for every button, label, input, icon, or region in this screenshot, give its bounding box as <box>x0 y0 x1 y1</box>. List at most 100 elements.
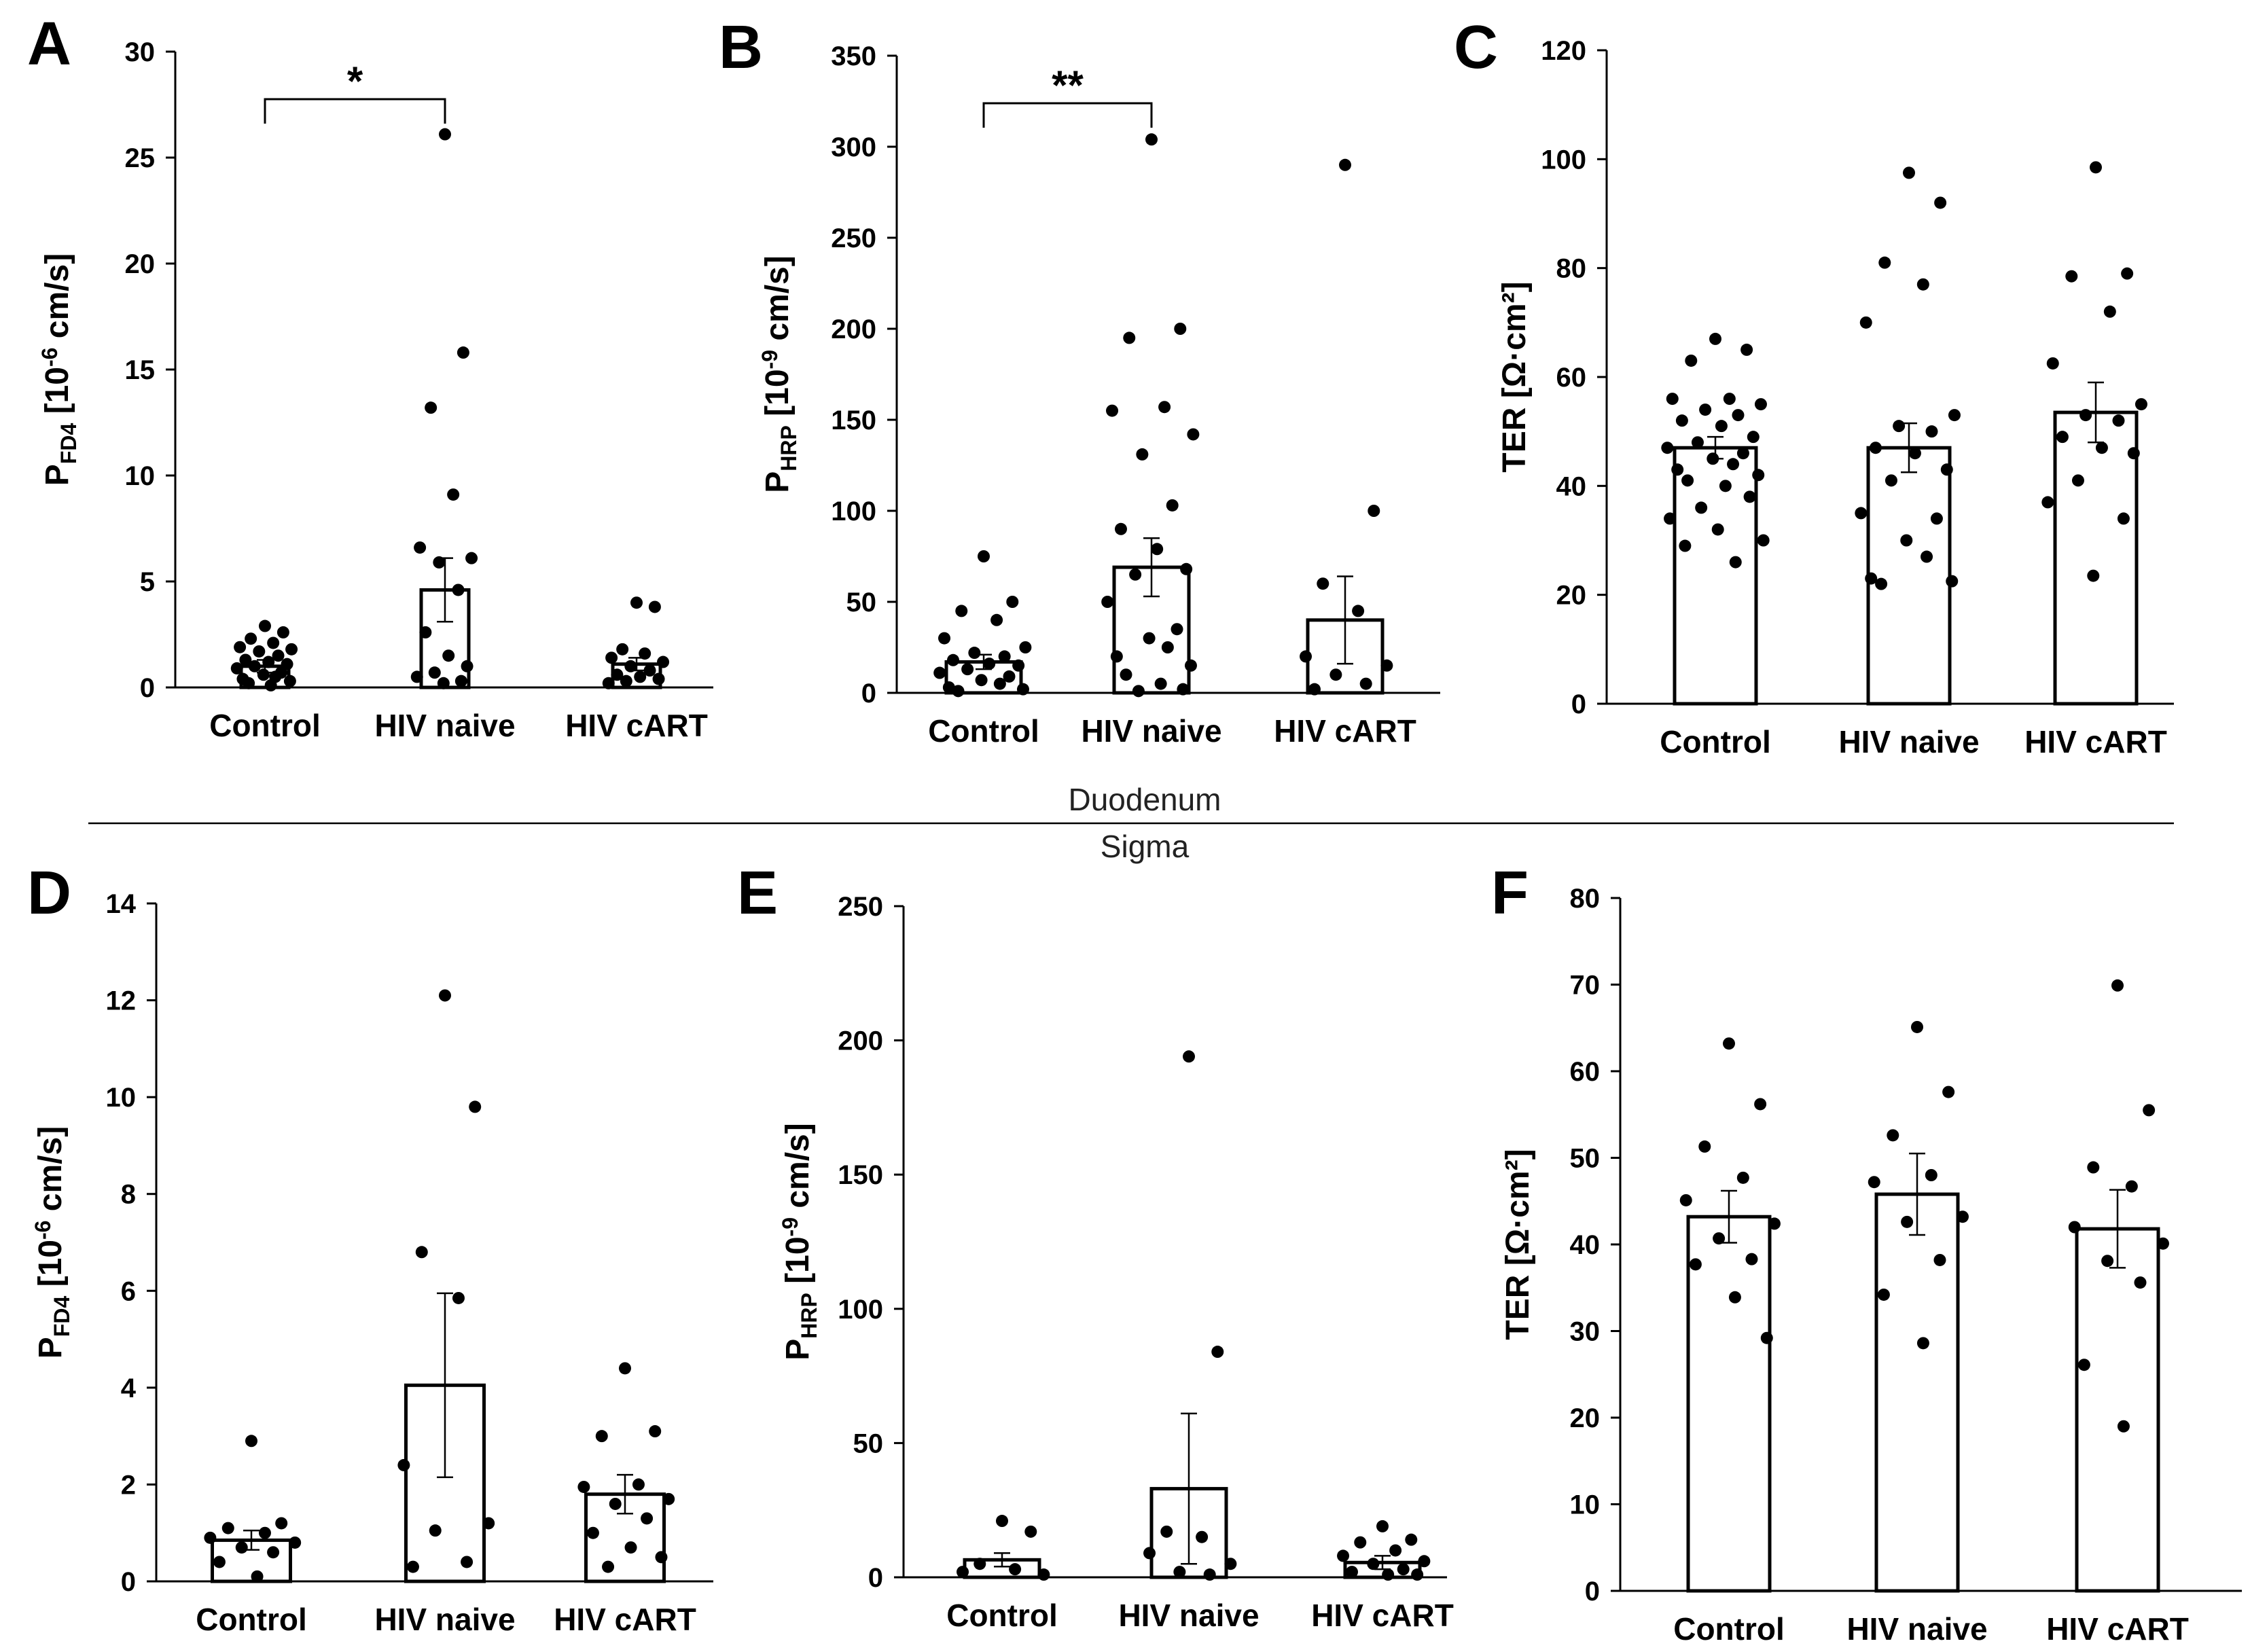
data-point <box>469 1100 482 1113</box>
data-point <box>1380 659 1393 672</box>
y-tick-label: 250 <box>838 892 883 922</box>
data-point <box>437 677 450 689</box>
bar-3 <box>2053 410 2139 706</box>
data-point <box>1136 448 1149 461</box>
data-point <box>410 670 423 683</box>
y-tick-label: 100 <box>1541 145 1586 175</box>
data-point <box>2117 512 2130 525</box>
data-point <box>2095 442 2108 454</box>
y-tick-label: 50 <box>853 1429 884 1458</box>
data-point <box>1681 474 1694 487</box>
data-point <box>1752 469 1765 482</box>
data-point <box>1689 1258 1702 1271</box>
category-label: HIV cART <box>2046 1611 2189 1647</box>
data-point <box>257 668 270 681</box>
data-point <box>662 1492 675 1505</box>
data-point <box>2156 1237 2169 1250</box>
category-label: HIV cART <box>1274 713 1416 749</box>
y-tick-label: 0 <box>1571 689 1586 719</box>
panel-label: A <box>27 10 71 78</box>
y-tick-label: 60 <box>1570 1057 1601 1087</box>
data-point <box>1177 683 1190 696</box>
data-point <box>1732 409 1745 422</box>
data-point <box>235 1541 248 1554</box>
data-point <box>1916 1337 1929 1350</box>
data-point <box>1224 1558 1237 1570</box>
category-label: Control <box>196 1602 307 1637</box>
data-point <box>1911 1020 1923 1033</box>
data-point <box>586 1526 599 1539</box>
data-point <box>1933 1253 1946 1266</box>
data-point <box>1855 507 1868 520</box>
data-point <box>1339 158 1351 171</box>
data-point <box>1166 499 1179 511</box>
data-point <box>938 632 951 645</box>
data-point <box>630 596 643 609</box>
data-point <box>243 677 255 689</box>
bar-1 <box>1686 1215 1772 1593</box>
bar-1 <box>1673 446 1758 706</box>
data-point <box>611 668 624 681</box>
data-point <box>415 1246 428 1259</box>
data-point <box>595 1430 608 1443</box>
data-point <box>2112 414 2125 427</box>
data-point <box>998 650 1011 663</box>
data-point <box>1727 458 1740 471</box>
data-point <box>1174 323 1187 335</box>
data-point <box>968 647 981 660</box>
y-tick-label: 30 <box>125 37 156 67</box>
data-point <box>428 666 441 679</box>
data-point <box>2071 474 2084 487</box>
y-tick-label: 20 <box>1556 581 1587 611</box>
category-label: Control <box>1660 724 1771 759</box>
data-point <box>397 1458 410 1471</box>
data-point <box>641 1512 654 1525</box>
data-point <box>577 1480 590 1493</box>
data-point <box>1101 596 1114 608</box>
data-point <box>1345 1566 1358 1579</box>
data-point <box>1300 650 1312 663</box>
data-point <box>248 660 261 672</box>
data-point <box>1868 1176 1880 1189</box>
category-label: HIV cART <box>565 708 708 743</box>
data-point <box>1359 677 1372 690</box>
data-point <box>1934 196 1947 209</box>
data-point <box>1743 490 1756 503</box>
y-tick-label: 8 <box>121 1180 136 1210</box>
y-axis-label: TER [Ω·cm²] <box>1500 1149 1536 1340</box>
y-tick-label: 350 <box>831 41 876 71</box>
data-point <box>652 672 665 685</box>
panel-D: D 0 2 4 6 8 10 12 14 PFD4 [10-6 cm/s] Control HIV n… <box>27 859 713 1637</box>
data-point <box>1942 1085 1955 1098</box>
y-tick-label: 30 <box>1570 1317 1601 1347</box>
data-point <box>275 1517 288 1530</box>
data-point <box>1418 1555 1431 1568</box>
data-point <box>1925 425 1938 438</box>
y-tick-label: 0 <box>121 1567 136 1597</box>
category-label: Control <box>1673 1611 1785 1647</box>
data-point <box>429 1524 442 1537</box>
data-point <box>974 1558 986 1570</box>
bar-2 <box>1866 446 1952 706</box>
data-point <box>1160 1525 1173 1538</box>
data-point <box>1869 442 1882 454</box>
data-point <box>1184 659 1197 672</box>
category-label: HIV cART <box>1311 1598 1454 1633</box>
category-label: HIV naive <box>1118 1598 1259 1633</box>
data-point <box>289 1536 302 1549</box>
data-point <box>624 1541 637 1554</box>
data-point <box>1411 1568 1424 1581</box>
y-axis-label: PFD4 [10-6 cm/s] <box>31 1126 74 1359</box>
data-point <box>1747 431 1760 444</box>
data-point <box>1715 420 1728 433</box>
region-label-top: Duodenum <box>1068 782 1221 817</box>
data-point <box>253 645 266 658</box>
data-point <box>655 1551 668 1564</box>
bar-2 <box>1874 1192 1960 1593</box>
region-divider: Duodenum Sigma <box>88 782 2174 864</box>
data-point <box>234 641 247 653</box>
data-point <box>1865 572 1878 585</box>
data-point <box>1151 543 1164 556</box>
data-point <box>1736 1171 1749 1184</box>
data-point <box>482 1517 495 1530</box>
